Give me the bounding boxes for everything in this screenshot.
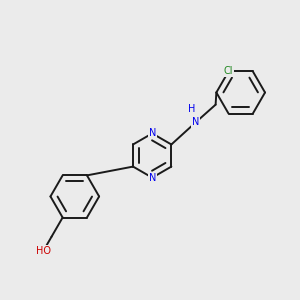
Text: HO: HO <box>36 246 51 256</box>
Text: H: H <box>188 104 195 114</box>
Text: N: N <box>192 117 200 128</box>
Text: N: N <box>148 128 156 138</box>
Text: Cl: Cl <box>224 66 233 76</box>
Text: N: N <box>148 172 156 183</box>
